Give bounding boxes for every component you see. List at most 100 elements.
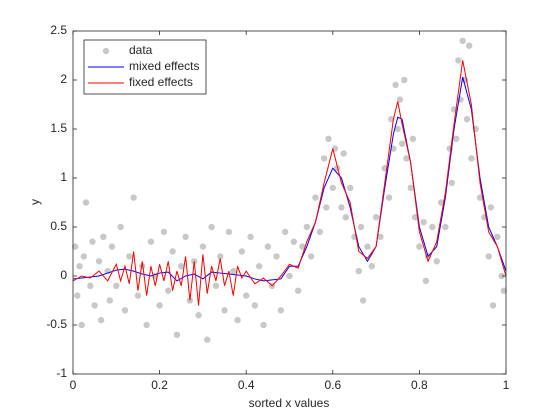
data-point	[459, 37, 466, 44]
data-point	[468, 155, 475, 162]
y-tick-label: 2.5	[50, 23, 67, 37]
data-point	[422, 277, 430, 285]
data-point	[342, 214, 349, 221]
data-point	[217, 253, 224, 260]
x-tick-label: 0	[70, 378, 77, 392]
data-point	[126, 253, 133, 260]
x-tick-label: 0.8	[411, 378, 428, 392]
x-tick-label: 0.6	[324, 378, 341, 392]
data-point	[346, 184, 354, 191]
data-point	[429, 223, 436, 231]
data-point	[87, 282, 94, 289]
y-tick-label: 0	[60, 268, 67, 282]
data-point	[106, 297, 114, 304]
y-tick-label: 1.5	[50, 121, 67, 135]
y-axis-label: y	[28, 199, 42, 205]
data-point	[243, 292, 250, 299]
data-point	[392, 81, 399, 89]
data-point	[307, 253, 315, 260]
data-point	[329, 184, 336, 191]
data-point	[113, 282, 120, 289]
data-point	[212, 282, 220, 289]
data-point	[264, 243, 272, 250]
legend-label: mixed effects	[129, 59, 199, 73]
data-point	[281, 228, 289, 236]
x-tick-label: 0.4	[238, 378, 255, 392]
y-tick-label: -1	[56, 366, 67, 380]
line	[72, 60, 507, 306]
y-tick-label: 1	[60, 170, 67, 184]
data-point	[312, 194, 319, 201]
data-point	[416, 243, 423, 250]
data-point	[489, 302, 497, 309]
y-tick-label: 2	[60, 72, 67, 86]
data-point	[156, 302, 163, 309]
data-point	[95, 258, 103, 265]
data-point	[403, 155, 410, 162]
data-point	[76, 263, 83, 270]
data-point	[91, 302, 98, 309]
legend-label: data	[129, 43, 153, 57]
data-point	[247, 233, 254, 240]
data-point	[230, 267, 237, 275]
data-point	[316, 228, 324, 236]
data-point	[238, 248, 246, 255]
data-point	[97, 316, 105, 324]
data-point	[82, 199, 90, 206]
data-point	[338, 204, 345, 211]
data-point	[294, 287, 302, 294]
data-point	[368, 263, 375, 270]
data-point	[182, 233, 189, 240]
data-point	[398, 140, 406, 147]
data-point	[385, 194, 393, 201]
data-point	[147, 238, 155, 245]
data-point	[394, 125, 401, 133]
legend-marker	[102, 47, 110, 55]
legend-label: fixed effects	[129, 75, 193, 89]
data-point	[286, 272, 293, 280]
data-point	[143, 321, 150, 329]
data-point	[437, 199, 445, 206]
data-point	[134, 292, 142, 299]
data-point	[100, 233, 107, 240]
data-point	[299, 243, 306, 250]
data-point	[121, 307, 129, 314]
y-tick-label: 0.5	[50, 219, 67, 233]
data-point	[169, 248, 176, 255]
data-point	[476, 194, 484, 201]
data-point	[357, 223, 365, 231]
data-point	[303, 223, 311, 231]
data-point	[377, 233, 384, 240]
x-tick-label: 1	[503, 378, 510, 392]
data-point	[455, 57, 462, 64]
data-point	[411, 214, 419, 221]
y-tick-label: -0.5	[46, 317, 67, 331]
data-point	[204, 336, 211, 343]
data-point	[433, 258, 440, 265]
data-point	[225, 228, 233, 236]
data-point	[251, 302, 259, 309]
data-point	[498, 272, 505, 280]
x-axis-label: sorted x values	[249, 396, 330, 410]
data-point	[320, 155, 328, 162]
data-point	[453, 135, 460, 142]
data-point	[442, 223, 449, 231]
data-point	[359, 297, 367, 304]
data-point	[465, 42, 473, 49]
data-point	[420, 218, 427, 226]
data-point	[500, 287, 508, 294]
data-point	[333, 165, 341, 172]
data-point	[108, 243, 116, 250]
data-point	[255, 263, 263, 270]
data-point	[74, 292, 81, 299]
data-point	[273, 253, 280, 260]
data-point	[355, 267, 362, 275]
data-point	[139, 263, 146, 270]
data-point	[409, 135, 417, 142]
data-point	[487, 204, 495, 211]
data-point	[173, 331, 181, 338]
data-point	[364, 243, 371, 250]
data-point	[234, 316, 241, 324]
